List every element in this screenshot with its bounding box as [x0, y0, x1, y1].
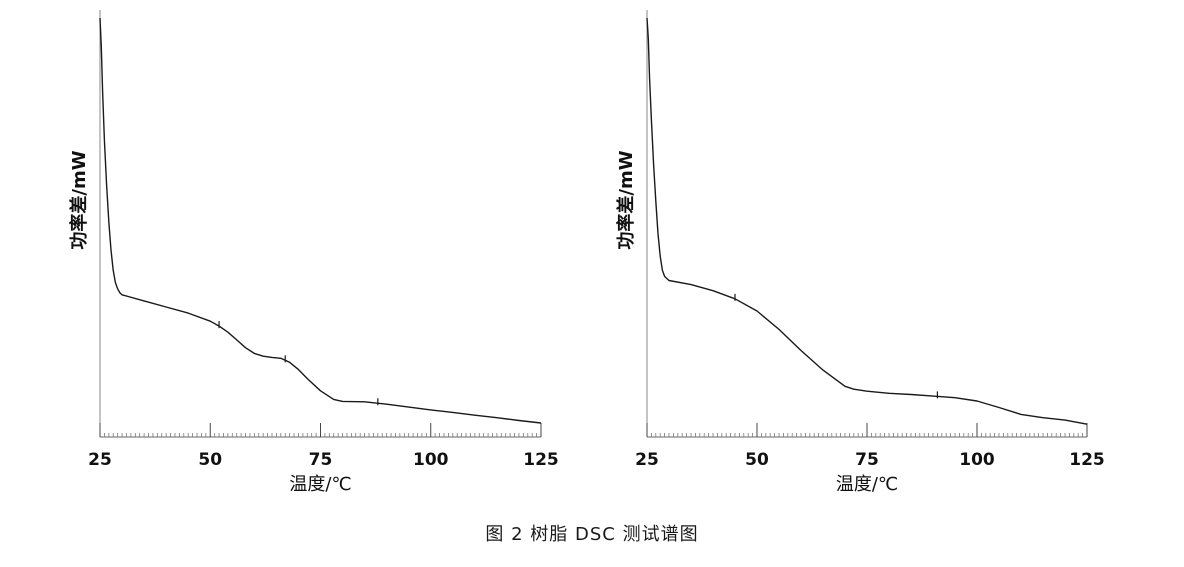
dsc-curve: [646, 17, 1088, 425]
y-axis-label: 功率差/mW: [68, 150, 90, 249]
x-tick-label: 50: [745, 450, 769, 470]
x-tick-label: 25: [88, 450, 112, 470]
x-tick-label: 100: [959, 450, 995, 470]
x-tick-label: 100: [413, 450, 449, 470]
x-tick-label: 50: [198, 450, 222, 470]
x-axis-label: 温度/℃: [289, 474, 351, 495]
x-tick-label: 75: [309, 450, 333, 470]
x-tick-label: 25: [635, 450, 659, 470]
figure-caption: 图 2 树脂 DSC 测试谱图: [485, 524, 699, 545]
x-tick-label: 125: [523, 450, 559, 470]
y-axis-label: 功率差/mW: [615, 150, 637, 249]
dsc-curve: [99, 17, 542, 424]
dsc-chart-left: 25 50 75 100 125 温度/℃ 功率差/mW: [68, 10, 559, 495]
dsc-chart-right: 25 50 75 100 125 温度/℃ 功率差/mW: [615, 10, 1105, 495]
x-tick-label: 75: [855, 450, 879, 470]
x-tick-label: 125: [1069, 450, 1105, 470]
x-axis-label: 温度/℃: [836, 474, 898, 495]
